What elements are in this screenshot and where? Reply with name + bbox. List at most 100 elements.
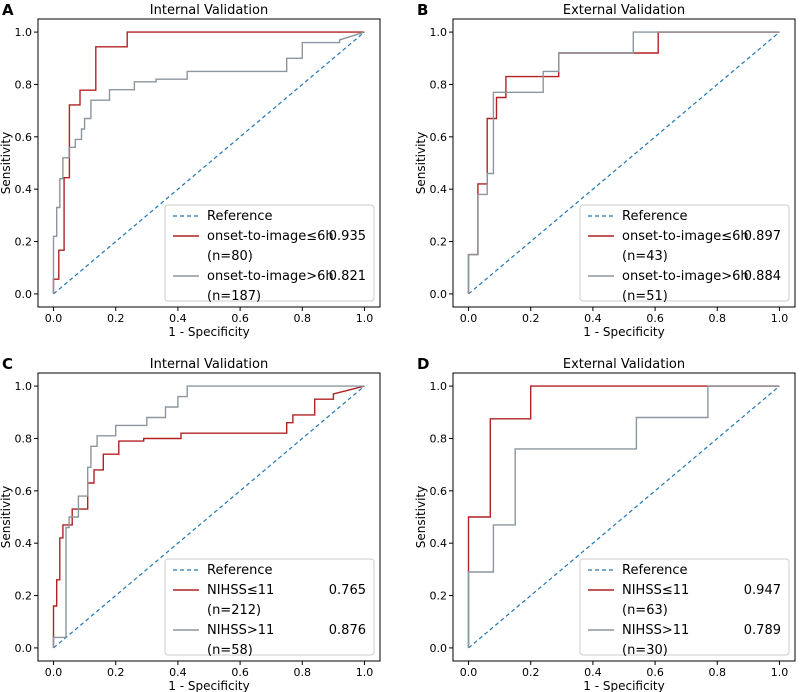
legend-sample-size: (n=58) (207, 643, 253, 658)
y-tick-label: 0.0 (430, 642, 448, 655)
legend: Reference onset-to-image≤6h0.897 (n=43) ons… (579, 204, 790, 304)
panel-letter: B (417, 1, 428, 19)
roc-curve-1 (52, 31, 365, 294)
chart-title: Internal Validation (150, 3, 268, 18)
x-tick-label: 0.6 (646, 312, 664, 325)
legend-sample-size: (n=187) (207, 289, 261, 304)
roc-curve-1 (52, 385, 365, 648)
legend-series-name: onset-to-image≤6h (622, 229, 749, 244)
x-tick-label: 0.4 (169, 666, 187, 679)
y-tick-label: 0.6 (15, 131, 33, 144)
legend-auc-value: 0.935 (329, 229, 366, 244)
x-tick-label: 0.4 (169, 312, 187, 325)
legend-box (579, 558, 790, 656)
legend-sample-size: (n=212) (207, 603, 261, 618)
panel-letter: C (2, 355, 13, 373)
reference-line (53, 31, 365, 295)
x-tick-label: 0.8 (709, 666, 727, 679)
y-axis-label: Sensitivity (414, 486, 428, 548)
legend-series-name: NIHSS>11 (622, 623, 689, 638)
legend-auc-value: 0.765 (329, 583, 366, 598)
x-tick-label: 0.4 (584, 666, 602, 679)
x-tick-label: 0.4 (584, 312, 602, 325)
x-tick-label: 0.8 (294, 312, 312, 325)
chart-title: Internal Validation (150, 357, 268, 372)
y-tick-label: 1.0 (430, 380, 448, 393)
x-axis-label: 1 - Specificity (168, 325, 249, 339)
legend-box (579, 204, 790, 302)
panel-letter: A (2, 1, 14, 19)
x-tick-label: 0.2 (107, 666, 125, 679)
legend-series-name: onset-to-image>6h (622, 269, 749, 284)
y-tick-label: 0.8 (15, 432, 33, 445)
plot-frame (37, 372, 381, 662)
y-tick-label: 0.2 (15, 590, 33, 603)
y-tick-label: 0.0 (15, 288, 33, 301)
plot-frame (452, 372, 796, 662)
legend-reference-label: Reference (207, 563, 272, 578)
y-axis-label: Sensitivity (0, 132, 13, 194)
y-tick-label: 0.8 (15, 78, 33, 91)
x-tick-label: 0.6 (646, 666, 664, 679)
y-tick-label: 0.4 (15, 183, 33, 196)
legend: Reference NIHSS≤11 0.765 (n=212) NIHSS>11 0.8… (164, 558, 375, 658)
y-tick-label: 1.0 (15, 26, 33, 39)
x-tick-label: 0.0 (45, 666, 63, 679)
y-tick-label: 0.4 (15, 537, 33, 550)
roc-curve-2 (52, 385, 365, 648)
x-tick-label: 0.0 (460, 312, 478, 325)
panel-letter: D (417, 355, 429, 373)
x-tick-label: 0.8 (709, 312, 727, 325)
legend-series-name: NIHSS≤11 (622, 583, 689, 598)
y-tick-label: 0.6 (430, 131, 448, 144)
chart-title: External Validation (563, 357, 685, 372)
x-axis-label: 1 - Specificity (583, 679, 664, 692)
legend-box (164, 204, 375, 302)
y-axis-label: Sensitivity (414, 132, 428, 194)
legend-series-name: onset-to-image>6h (207, 269, 334, 284)
y-tick-label: 0.4 (430, 537, 448, 550)
chart-title: External Validation (563, 3, 685, 18)
y-tick-label: 0.6 (430, 485, 448, 498)
x-axis-label: 1 - Specificity (583, 325, 664, 339)
y-tick-label: 0.0 (430, 288, 448, 301)
legend-series-name: NIHSS≤11 (207, 583, 274, 598)
legend-auc-value: 0.897 (744, 229, 781, 244)
y-tick-label: 0.0 (15, 642, 33, 655)
legend: Reference onset-to-image≤6h0.935 (n=80) ons… (164, 204, 375, 304)
x-tick-label: 1.0 (771, 666, 789, 679)
roc-curve-2 (52, 31, 365, 294)
x-tick-label: 0.0 (45, 312, 63, 325)
x-tick-label: 1.0 (356, 666, 374, 679)
y-tick-label: 0.2 (430, 590, 448, 603)
roc-curve-1 (467, 385, 780, 648)
legend-sample-size: (n=80) (207, 249, 253, 264)
legend-box (164, 558, 375, 656)
legend-series-name: onset-to-image≤6h (207, 229, 334, 244)
x-tick-label: 0.2 (107, 312, 125, 325)
reference-line (468, 385, 780, 649)
roc-curve-2 (467, 385, 780, 648)
x-axis-label: 1 - Specificity (168, 679, 249, 692)
legend-auc-value: 0.821 (329, 269, 366, 284)
y-tick-label: 0.8 (430, 78, 448, 91)
y-tick-label: 1.0 (15, 380, 33, 393)
y-tick-label: 0.6 (15, 485, 33, 498)
roc-curve-2 (467, 31, 780, 294)
x-tick-label: 0.8 (294, 666, 312, 679)
legend-auc-value: 0.884 (744, 269, 781, 284)
legend-reference-label: Reference (622, 209, 687, 224)
y-tick-label: 0.2 (430, 236, 448, 249)
x-tick-label: 0.0 (460, 666, 478, 679)
legend-auc-value: 0.789 (744, 623, 781, 638)
panel-c: C Internal Validation 0.0 0.0 0.2 0.2 0.4 0.4 0.… (0, 355, 381, 692)
legend-series-name: NIHSS>11 (207, 623, 274, 638)
x-tick-label: 1.0 (771, 312, 789, 325)
panel-d: D External Validation 0.0 0.0 0.2 0.2 0.4 0.4 0.… (414, 355, 796, 692)
panel-b: B External Validation 0.0 0.0 0.2 0.2 0.4 0.4 0.… (414, 1, 796, 339)
plot-frame (37, 18, 381, 308)
y-tick-label: 0.8 (430, 432, 448, 445)
y-tick-label: 1.0 (430, 26, 448, 39)
plot-frame (452, 18, 796, 308)
